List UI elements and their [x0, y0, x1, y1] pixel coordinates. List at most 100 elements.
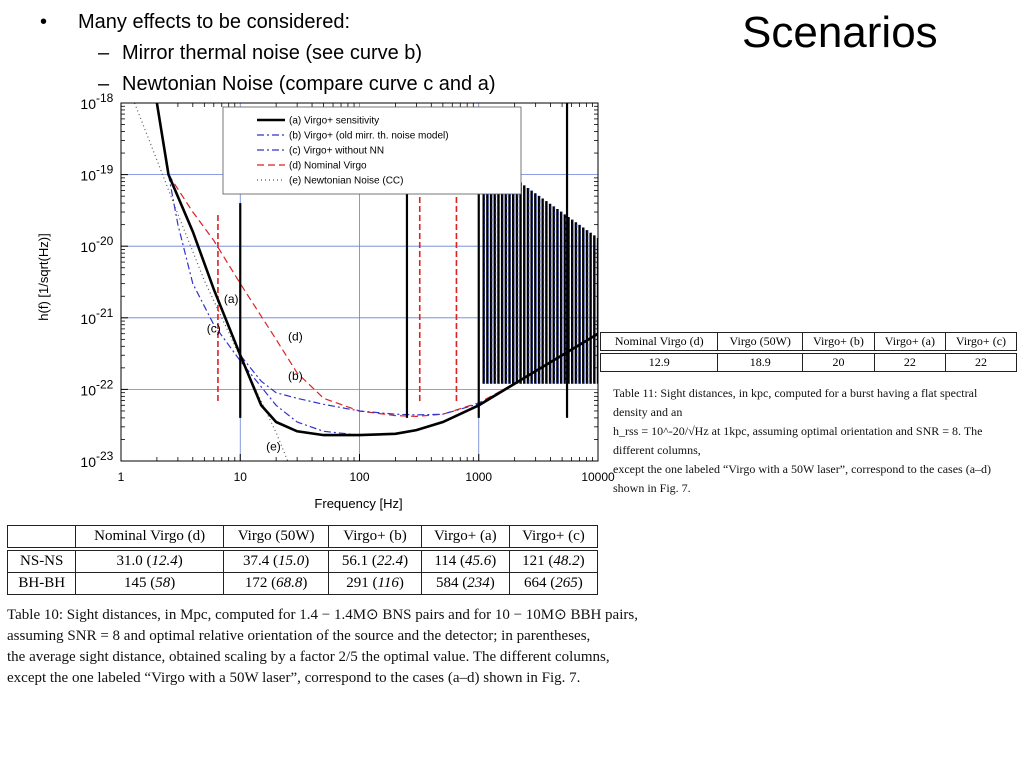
- cell-average: 116: [377, 575, 399, 591]
- table-header-cell: [6, 525, 77, 548]
- table-11-caption: Table 11: Sight distances, in kpc, compu…: [613, 384, 1011, 498]
- legend-entry: (a) Virgo+ sensitivity: [289, 116, 379, 127]
- table-cell: 22: [873, 353, 946, 372]
- series-line-a: [155, 103, 598, 437]
- bullet-marker: •: [40, 11, 48, 33]
- table-row-ns-ns: NS-NS 31.0 (12.4) 37.4 (15.0) 56.1 (22.4…: [6, 550, 599, 573]
- table-cell: 37.4 (15.0): [222, 550, 330, 573]
- y-tick-label: 10: [80, 96, 96, 112]
- table-cell: 22: [944, 353, 1018, 372]
- table-cell: 121 (48.2): [508, 550, 599, 573]
- legend-entry: (d) Nominal Virgo: [289, 161, 367, 172]
- sub-bullet-marker: –: [98, 73, 110, 95]
- cell-average: 12.4: [151, 553, 178, 569]
- table-header-cell: Virgo+ (c): [508, 525, 599, 548]
- table-cell: 18.9: [717, 353, 804, 372]
- table-cell: 584 (234): [420, 572, 510, 595]
- x-tick-label: 1: [118, 470, 125, 484]
- cell-average: 265: [555, 575, 578, 591]
- table-header-cell: Nominal Virgo (d): [75, 525, 224, 548]
- legend-entry: (b) Virgo+ (old mirr. th. noise model): [289, 131, 449, 142]
- cell-value: 114: [434, 553, 457, 569]
- y-tick-exponent: -22: [96, 377, 114, 391]
- caption-line: Table 11: Sight distances, in kpc, compu…: [613, 386, 978, 419]
- y-tick-label: 10: [80, 311, 96, 327]
- table-10-caption: Table 10: Sight distances, in Mpc, compu…: [7, 605, 675, 689]
- cell-value: 121: [522, 553, 545, 569]
- cell-value: 31.0: [116, 553, 143, 569]
- row-label: BH-BH: [6, 572, 77, 595]
- sub-bullet-marker: –: [98, 42, 110, 64]
- row-label: NS-NS: [6, 550, 77, 573]
- table-cell: 291 (116): [328, 572, 422, 595]
- curve-annotation-c: (c): [207, 322, 221, 336]
- x-axis-label: Frequency [Hz]: [314, 496, 402, 511]
- cell-average: 22.4: [376, 553, 404, 569]
- x-tick-label: 1000: [465, 470, 492, 484]
- curve-annotation-d: (d): [288, 330, 303, 344]
- y-tick-exponent: -20: [96, 234, 114, 248]
- slide-title: Scenarios: [742, 8, 938, 57]
- curve-annotation-a: (a): [224, 292, 239, 306]
- table-header-cell: Virgo+ (a): [873, 332, 946, 351]
- table-header-cell: Virgo+ (b): [802, 332, 875, 351]
- cell-value: 37.4: [242, 553, 270, 569]
- cell-average: 68.8: [276, 575, 303, 591]
- sensitivity-chart: 1 10 100 1000 1000010-2310-2210-2110-2010-19…: [36, 91, 615, 511]
- table-cell: 172 (68.8): [222, 572, 330, 595]
- table-11: Nominal Virgo (d) Virgo (50W) Virgo+ (b)…: [599, 332, 1018, 372]
- table-row: 12.9 18.9 20 22 22: [599, 353, 1018, 372]
- legend-entry: (c) Virgo+ without NN: [289, 146, 384, 157]
- table-header-cell: Virgo+ (a): [420, 525, 510, 548]
- table-cell: 114 (45.6): [420, 550, 510, 573]
- y-axis-label: h(f) [1/sqrt(Hz)]: [36, 233, 51, 320]
- y-tick-label: 10: [80, 382, 96, 398]
- cell-average: 48.2: [553, 553, 580, 569]
- table-header-cell: Nominal Virgo (d): [599, 332, 719, 351]
- caption-line: Table 10: Sight distances, in Mpc, compu…: [7, 607, 638, 623]
- table-cell: 20: [802, 353, 875, 372]
- x-tick-label: 10: [234, 470, 248, 484]
- cell-average: 15.0: [277, 553, 305, 569]
- table-header-row: Nominal Virgo (d) Virgo (50W) Virgo+ (b)…: [6, 525, 599, 548]
- table-header-cell: Virgo+ (c): [944, 332, 1018, 351]
- caption-line: assuming SNR = 8 and optimal relative or…: [7, 628, 591, 644]
- curve-annotation-e: (e): [266, 440, 281, 454]
- cell-value: 291: [346, 575, 369, 591]
- sub-bullet-text: Newtonian Noise (compare curve c and a): [122, 73, 496, 95]
- cell-value: 145: [124, 575, 147, 591]
- x-tick-label: 10000: [581, 470, 615, 484]
- cell-average: 234: [467, 575, 490, 591]
- table-header-cell: Virgo (50W): [222, 525, 330, 548]
- cell-value: 664: [524, 575, 547, 591]
- y-tick-label: 10: [80, 168, 96, 184]
- caption-line: except the one labeled “Virgo with a 50W…: [7, 670, 581, 686]
- y-tick-label: 10: [80, 454, 96, 470]
- table-header-row: Nominal Virgo (d) Virgo (50W) Virgo+ (b)…: [599, 332, 1018, 351]
- caption-line: except the one labeled “Virgo with a 50W…: [613, 462, 992, 495]
- cell-value: 56.1: [341, 553, 369, 569]
- x-tick-label: 100: [349, 470, 369, 484]
- series-line-c: [167, 174, 360, 436]
- legend-entry: (e) Newtonian Noise (CC): [289, 176, 403, 187]
- table-header-cell: Virgo+ (b): [328, 525, 422, 548]
- y-tick-label: 10: [80, 239, 96, 255]
- table-cell: 664 (265): [508, 572, 599, 595]
- bullet-text: Many effects to be considered:: [78, 11, 351, 33]
- table-cell: 12.9: [599, 353, 719, 372]
- cell-average: 58: [155, 575, 171, 591]
- plot-series-group: [134, 103, 598, 461]
- table-10: Nominal Virgo (d) Virgo (50W) Virgo+ (b)…: [6, 525, 599, 595]
- cell-value: 584: [435, 575, 459, 591]
- sub-bullet-text: Mirror thermal noise (see curve b): [122, 42, 423, 64]
- table-header-cell: Virgo (50W): [717, 332, 804, 351]
- table-cell: 145 (58): [75, 572, 224, 595]
- y-tick-exponent: -23: [96, 449, 114, 463]
- y-tick-exponent: -18: [96, 91, 114, 105]
- curve-annotation-b: (b): [288, 369, 303, 383]
- caption-line: the average sight distance, obtained sca…: [7, 649, 610, 665]
- cell-average: 45.6: [465, 553, 492, 569]
- table-cell: 56.1 (22.4): [328, 550, 422, 573]
- y-tick-exponent: -19: [96, 163, 114, 177]
- table-row-bh-bh: BH-BH 145 (58) 172 (68.8) 291 (116) 584 …: [6, 572, 599, 595]
